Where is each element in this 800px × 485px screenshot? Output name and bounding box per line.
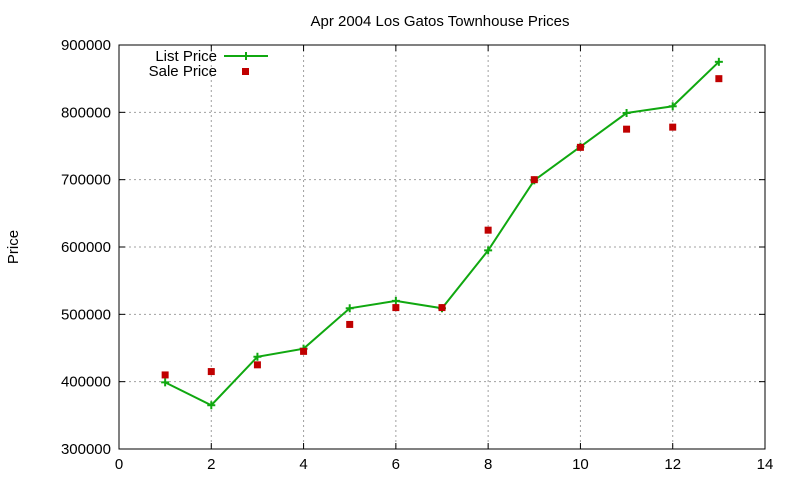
point-sale-price xyxy=(715,75,723,83)
y-tick-label: 600000 xyxy=(61,239,111,256)
point-list-price xyxy=(253,352,262,361)
point-list-price xyxy=(714,57,723,66)
point-sale-price xyxy=(346,320,354,328)
y-tick-label: 400000 xyxy=(61,374,111,391)
x-tick-label: 0 xyxy=(115,456,123,473)
y-tick-label: 500000 xyxy=(61,306,111,323)
chart-title: Apr 2004 Los Gatos Townhouse Prices xyxy=(310,13,569,30)
grid-layer xyxy=(119,45,765,449)
series-line-list-price xyxy=(164,61,720,407)
legend: List Price Sale Price xyxy=(149,48,268,80)
x-tick-label: 12 xyxy=(664,456,681,473)
legend-label-list-price: List Price xyxy=(155,48,217,65)
point-sale-price xyxy=(161,371,169,379)
x-tick-label: 6 xyxy=(392,456,400,473)
point-list-price xyxy=(161,378,170,387)
x-tick-label: 4 xyxy=(299,456,307,473)
x-tick-label: 14 xyxy=(757,456,774,473)
point-sale-price xyxy=(253,361,261,369)
point-list-price xyxy=(391,296,400,305)
legend-label-sale-price: Sale Price xyxy=(149,63,217,80)
point-sale-price xyxy=(669,123,677,131)
y-tick-label: 700000 xyxy=(61,172,111,189)
series-layer xyxy=(161,57,723,410)
point-list-price xyxy=(622,109,631,118)
point-sale-price xyxy=(392,304,400,312)
point-sale-price xyxy=(207,368,215,376)
y-tick-label: 300000 xyxy=(61,441,111,458)
x-tick-label: 2 xyxy=(207,456,215,473)
point-list-price xyxy=(484,246,493,255)
point-list-price xyxy=(668,102,677,111)
point-list-price xyxy=(207,401,216,410)
point-sale-price xyxy=(530,176,538,184)
point-sale-price xyxy=(623,125,631,133)
point-sale-price xyxy=(438,304,446,312)
legend-marker-list-price xyxy=(242,52,250,60)
legend-plus-list-price xyxy=(242,52,250,60)
tick-layer: 0 2 4 6 8 10 12 14 300000 400000 500000 600000 70000… xyxy=(61,37,773,473)
point-sale-price xyxy=(576,143,584,151)
y-axis-label: Price xyxy=(5,230,22,264)
x-tick-label: 10 xyxy=(572,456,589,473)
legend-marker-sale-price xyxy=(242,68,249,75)
y-tick-label: 800000 xyxy=(61,104,111,121)
point-list-price xyxy=(345,304,354,313)
x-tick-label: 8 xyxy=(484,456,492,473)
point-sale-price xyxy=(300,347,308,355)
y-tick-label: 900000 xyxy=(61,37,111,54)
point-sale-price xyxy=(484,226,492,234)
